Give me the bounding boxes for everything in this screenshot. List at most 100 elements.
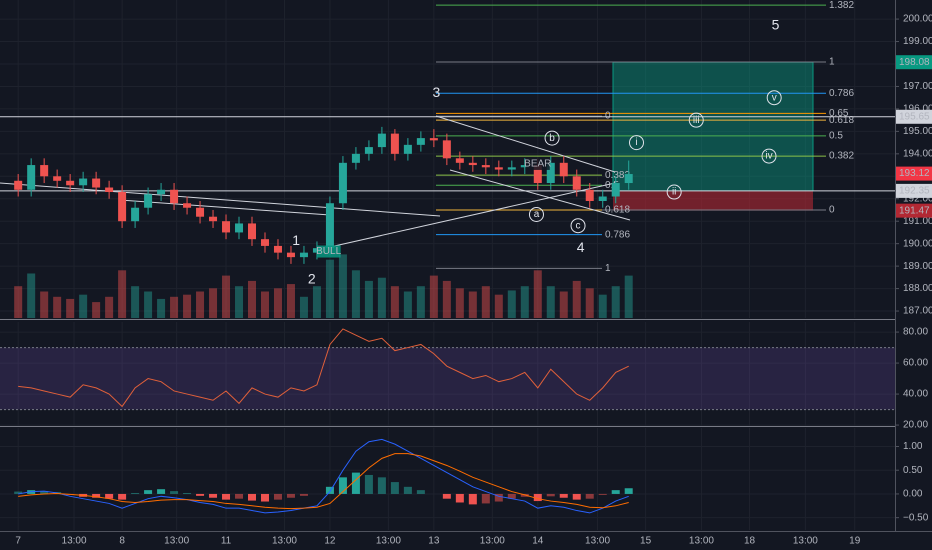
candle-body bbox=[546, 162, 555, 184]
candle-body bbox=[338, 162, 347, 204]
price-label: 192.35 bbox=[899, 186, 930, 197]
volume-bar bbox=[390, 286, 399, 318]
x-tick-label: 7 bbox=[15, 536, 21, 547]
y-tick-label: 20.00 bbox=[903, 420, 928, 431]
price-label-box bbox=[896, 183, 932, 198]
macd-histogram-bar bbox=[533, 493, 542, 502]
wave-circle bbox=[688, 112, 704, 128]
macd-histogram-bar bbox=[40, 491, 49, 494]
candle-body bbox=[79, 178, 88, 186]
macd-histogram-bar bbox=[624, 488, 633, 494]
price-label-box bbox=[896, 109, 932, 124]
volume-bar bbox=[248, 280, 257, 318]
volume-bar bbox=[416, 286, 425, 318]
y-tick-label: 60.00 bbox=[903, 358, 928, 369]
candle-body bbox=[183, 203, 192, 208]
x-tick-label: 19 bbox=[849, 536, 861, 547]
fib-label: 0.618 bbox=[605, 205, 630, 216]
volume-bar bbox=[338, 254, 347, 318]
candle-body bbox=[235, 223, 244, 233]
candle-body bbox=[170, 189, 179, 204]
candle-body bbox=[325, 203, 334, 249]
wave-label: 5 bbox=[772, 17, 780, 33]
macd-histogram-bar bbox=[183, 492, 192, 494]
candle-body bbox=[144, 194, 153, 208]
macd-histogram-bar bbox=[403, 486, 412, 494]
wave-label: 2 bbox=[308, 270, 316, 286]
x-tick-label: 15 bbox=[640, 536, 652, 547]
candle-body bbox=[105, 187, 114, 193]
candle-body bbox=[494, 167, 503, 170]
volume-bar bbox=[14, 286, 23, 318]
fib-label: 0.618 bbox=[829, 115, 854, 126]
candle-body bbox=[377, 133, 386, 148]
x-tick-label: 14 bbox=[532, 536, 544, 547]
candle-body bbox=[196, 207, 205, 217]
volume-bar bbox=[546, 286, 555, 318]
candle-body bbox=[92, 178, 101, 188]
candle-body bbox=[14, 180, 23, 190]
candle-body bbox=[442, 140, 451, 159]
y-tick-label: 196.00 bbox=[903, 104, 932, 115]
macd-histogram-bar bbox=[248, 493, 257, 501]
y-tick-label: 189.00 bbox=[903, 261, 932, 272]
macd-histogram-bar bbox=[299, 493, 308, 496]
wave-circle bbox=[544, 130, 560, 146]
macd-histogram-bar bbox=[170, 491, 179, 494]
volume-bar bbox=[131, 286, 140, 318]
x-tick-label: 13:00 bbox=[793, 536, 818, 547]
volume-bar bbox=[79, 294, 88, 318]
wave-label: v bbox=[772, 92, 777, 103]
volume-bar bbox=[507, 290, 516, 318]
macd-histogram-bar bbox=[273, 493, 282, 500]
macd-line bbox=[18, 438, 629, 514]
fib-label: 0.65 bbox=[829, 108, 849, 119]
fib-label: 0.382 bbox=[829, 151, 854, 162]
candle-body bbox=[390, 133, 399, 154]
signal-tag bbox=[525, 157, 550, 170]
fib-label: 1 bbox=[829, 57, 835, 68]
macd-histogram-bar bbox=[507, 493, 516, 499]
y-tick-label: 0.00 bbox=[903, 489, 923, 500]
volume-bar bbox=[481, 286, 490, 318]
volume-bar bbox=[235, 286, 244, 318]
signal-tag-label: BULL bbox=[316, 246, 341, 257]
y-tick-label: 200.00 bbox=[903, 14, 932, 25]
volume-bar bbox=[624, 275, 633, 318]
x-tick-label: 8 bbox=[119, 536, 125, 547]
y-tick-label: 187.00 bbox=[903, 306, 932, 317]
candle-body bbox=[455, 158, 464, 163]
price-label: 198.08 bbox=[899, 57, 930, 68]
candle-body bbox=[468, 162, 477, 166]
price-label: 195.65 bbox=[899, 111, 930, 122]
y-tick-label: 0.50 bbox=[903, 465, 923, 476]
fib-label: 1 bbox=[605, 263, 611, 274]
candle-body bbox=[520, 165, 529, 168]
candle-body bbox=[273, 245, 282, 253]
trendline bbox=[435, 115, 616, 173]
trendline bbox=[119, 199, 331, 216]
x-tick-label: 13:00 bbox=[272, 536, 297, 547]
macd-histogram-bar bbox=[481, 493, 490, 504]
volume-bar bbox=[144, 291, 153, 318]
wave-label: a bbox=[534, 209, 540, 220]
volume-bar bbox=[403, 291, 412, 318]
macd-histogram-bar bbox=[364, 474, 373, 494]
trendline bbox=[329, 182, 616, 248]
macd-histogram-bar bbox=[611, 490, 620, 494]
volume-bar bbox=[455, 288, 464, 318]
macd-histogram-bar bbox=[494, 493, 503, 502]
fib-label: 0.5 bbox=[829, 131, 843, 142]
x-tick-label: 18 bbox=[744, 536, 756, 547]
volume-bar bbox=[429, 275, 438, 318]
x-tick-label: 13 bbox=[428, 536, 440, 547]
candle-body bbox=[533, 165, 542, 184]
volume-bar bbox=[66, 298, 75, 318]
volume-bar bbox=[196, 291, 205, 318]
volume-bar bbox=[183, 294, 192, 318]
macd-histogram-bar bbox=[157, 489, 166, 494]
y-tick-label: 40.00 bbox=[903, 389, 928, 400]
macd-histogram-bar bbox=[442, 493, 451, 499]
volume-bar bbox=[209, 288, 218, 318]
